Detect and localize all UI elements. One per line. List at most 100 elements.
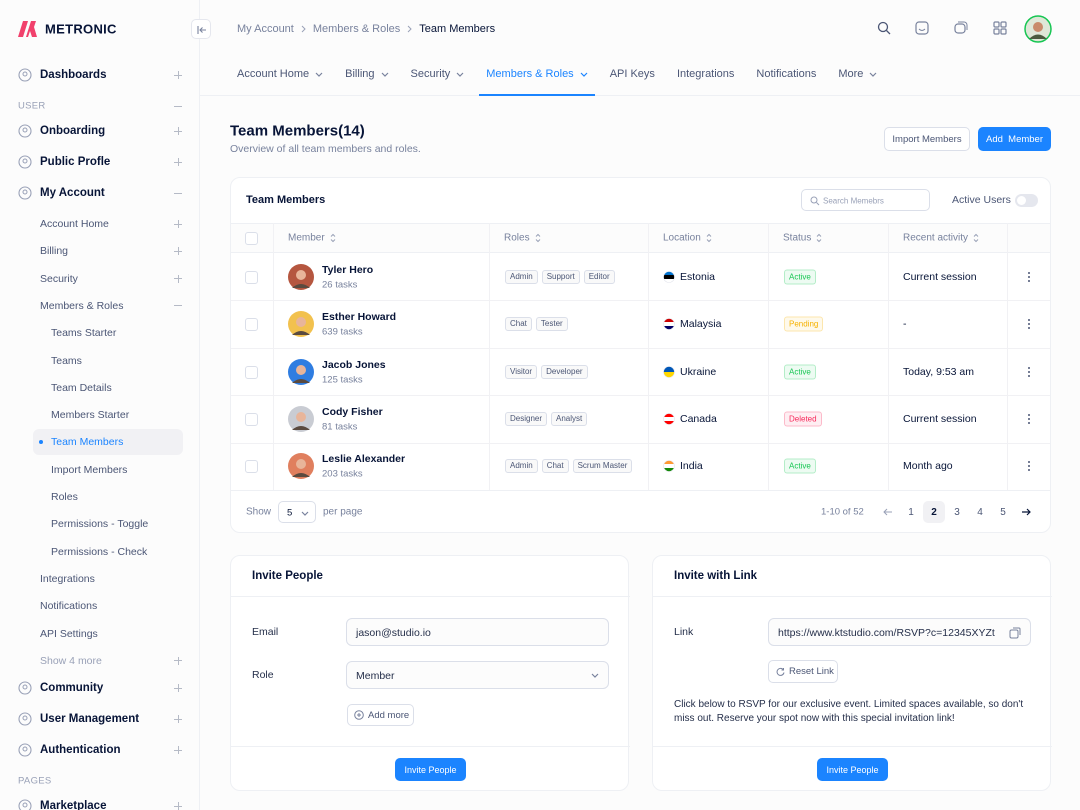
role-badge: Admin bbox=[505, 459, 538, 474]
primary-button[interactable]: Invite People bbox=[395, 758, 466, 781]
column-header[interactable]: Member bbox=[288, 233, 336, 244]
tab-label: API Keys bbox=[609, 68, 655, 80]
column-divider bbox=[768, 223, 769, 490]
select[interactable]: Member bbox=[346, 661, 609, 689]
tab[interactable]: Notifications bbox=[756, 66, 816, 82]
column-divider bbox=[273, 223, 274, 490]
page-button[interactable]: 3 bbox=[954, 506, 960, 518]
member-name[interactable]: Cody Fisher bbox=[322, 405, 383, 418]
add-more-button[interactable]: Add more bbox=[347, 704, 414, 726]
menu-item[interactable]: Onboarding bbox=[40, 125, 106, 137]
breadcrumb-item[interactable]: My Account bbox=[237, 23, 294, 35]
tab[interactable]: Billing bbox=[345, 66, 388, 82]
menu-item[interactable]: Members Starter bbox=[51, 409, 130, 422]
filter-label: Active Users bbox=[952, 194, 1011, 206]
member-name[interactable]: Tyler Hero bbox=[322, 263, 374, 276]
member-name[interactable]: Esther Howard bbox=[322, 311, 397, 324]
row-divider bbox=[231, 442, 1050, 444]
row-menu[interactable] bbox=[1027, 413, 1031, 425]
menu-item[interactable]: Marketplace bbox=[40, 800, 107, 810]
menu-item[interactable]: Notifications bbox=[40, 600, 98, 613]
reset-button[interactable]: Reset Link bbox=[768, 660, 838, 683]
row-menu[interactable] bbox=[1027, 460, 1031, 472]
breadcrumb-item[interactable]: Members & Roles bbox=[312, 23, 401, 35]
checkbox[interactable] bbox=[245, 318, 258, 332]
page-button[interactable]: 2 bbox=[923, 501, 945, 523]
per-page-select[interactable]: 5 bbox=[278, 501, 316, 523]
link-input[interactable]: https://www.ktstudio.com/RSVP?c=12345XYZ… bbox=[768, 618, 1031, 646]
invite-card: Invite People Email jason@studio.io Role Mem… bbox=[230, 555, 630, 791]
menu-item[interactable]: Teams bbox=[51, 354, 82, 367]
invite-note: Click below to RSVP for our exclusive ev… bbox=[674, 699, 1024, 724]
checkbox[interactable] bbox=[245, 232, 258, 245]
menu-item[interactable]: Community bbox=[40, 682, 104, 695]
secondary-button[interactable]: Import Members bbox=[884, 127, 970, 151]
next-arrow[interactable] bbox=[1021, 508, 1031, 516]
role-badge: Tester bbox=[535, 317, 568, 332]
chat-icon-svg bbox=[954, 21, 968, 34]
menu-item[interactable]: Import Members bbox=[51, 463, 128, 476]
flag-svg bbox=[663, 460, 675, 473]
checkbox[interactable] bbox=[245, 460, 258, 474]
menu-item[interactable]: Team Details bbox=[51, 381, 112, 394]
tab[interactable]: API Keys bbox=[610, 66, 655, 82]
menu-item[interactable]: Integrations bbox=[40, 572, 95, 585]
menu-icon bbox=[18, 681, 32, 695]
checkbox[interactable] bbox=[245, 412, 258, 426]
member-name[interactable]: Leslie Alexander bbox=[322, 453, 406, 466]
tab[interactable]: Integrations bbox=[677, 66, 734, 82]
toggle-icon bbox=[174, 220, 182, 228]
row-menu[interactable] bbox=[1027, 318, 1031, 330]
menu-item[interactable]: Authentication bbox=[40, 744, 121, 757]
avatar-svg bbox=[288, 311, 314, 338]
column-header[interactable]: Roles bbox=[504, 233, 541, 244]
page-button[interactable]: 1 bbox=[908, 506, 914, 518]
menu-item[interactable]: Members & Roles bbox=[40, 299, 124, 312]
tab[interactable]: More bbox=[838, 66, 877, 82]
toggle-bar bbox=[177, 127, 179, 135]
toggle-switch[interactable] bbox=[1015, 194, 1038, 207]
checkbox[interactable] bbox=[245, 365, 258, 379]
menu-item[interactable]: My Account bbox=[40, 187, 105, 199]
menu-item[interactable]: Permissions - Toggle bbox=[51, 518, 149, 531]
checkbox[interactable] bbox=[245, 270, 258, 284]
menu-item[interactable]: Show 4 more bbox=[40, 654, 102, 667]
collapse-button[interactable] bbox=[191, 19, 211, 39]
input[interactable]: jason@studio.io bbox=[346, 618, 609, 646]
member-name[interactable]: Jacob Jones bbox=[322, 358, 386, 371]
page-button[interactable]: 5 bbox=[1000, 506, 1006, 518]
column-header[interactable]: Location bbox=[663, 233, 712, 244]
row-menu[interactable] bbox=[1027, 271, 1031, 283]
menu-item[interactable]: Dashboards bbox=[40, 69, 107, 81]
row-menu[interactable] bbox=[1027, 366, 1031, 378]
copy-icon[interactable] bbox=[1009, 627, 1021, 639]
menu-heading: PAGES bbox=[18, 775, 52, 787]
tab[interactable]: Account Home bbox=[237, 66, 323, 82]
column-header[interactable]: Recent activity bbox=[903, 233, 979, 244]
menu-item[interactable]: Billing bbox=[40, 245, 69, 258]
page-button[interactable]: 4 bbox=[977, 506, 983, 518]
toggle-bar bbox=[177, 274, 179, 283]
prev-arrow[interactable] bbox=[883, 508, 893, 516]
flag bbox=[663, 270, 675, 283]
menu-item[interactable]: API Settings bbox=[40, 627, 98, 640]
flag bbox=[663, 365, 675, 378]
menu-item[interactable]: Roles bbox=[51, 491, 78, 503]
menu-item[interactable]: Team Members bbox=[51, 436, 124, 449]
tab[interactable]: Members & Roles bbox=[479, 66, 595, 96]
primary-button[interactable]: Add Member bbox=[978, 127, 1051, 151]
brand: METRONIC bbox=[45, 21, 117, 37]
menu-item[interactable]: Account Home bbox=[40, 218, 109, 230]
search-input[interactable]: Search Memebrs bbox=[801, 189, 930, 211]
menu-item[interactable]: User Management bbox=[40, 713, 140, 726]
column-header[interactable]: Status bbox=[783, 233, 822, 244]
menu-item[interactable]: Permissions - Check bbox=[51, 545, 148, 558]
menu-item[interactable]: Public Profle bbox=[40, 156, 111, 168]
tab[interactable]: Security bbox=[411, 66, 465, 82]
primary-button[interactable]: Invite People bbox=[817, 758, 888, 781]
menu-item[interactable]: Teams Starter bbox=[51, 327, 117, 340]
menu-item[interactable]: Security bbox=[40, 272, 78, 285]
avatar bbox=[288, 263, 314, 290]
sep-svg bbox=[301, 25, 306, 33]
notification-icon-svg bbox=[915, 21, 929, 35]
